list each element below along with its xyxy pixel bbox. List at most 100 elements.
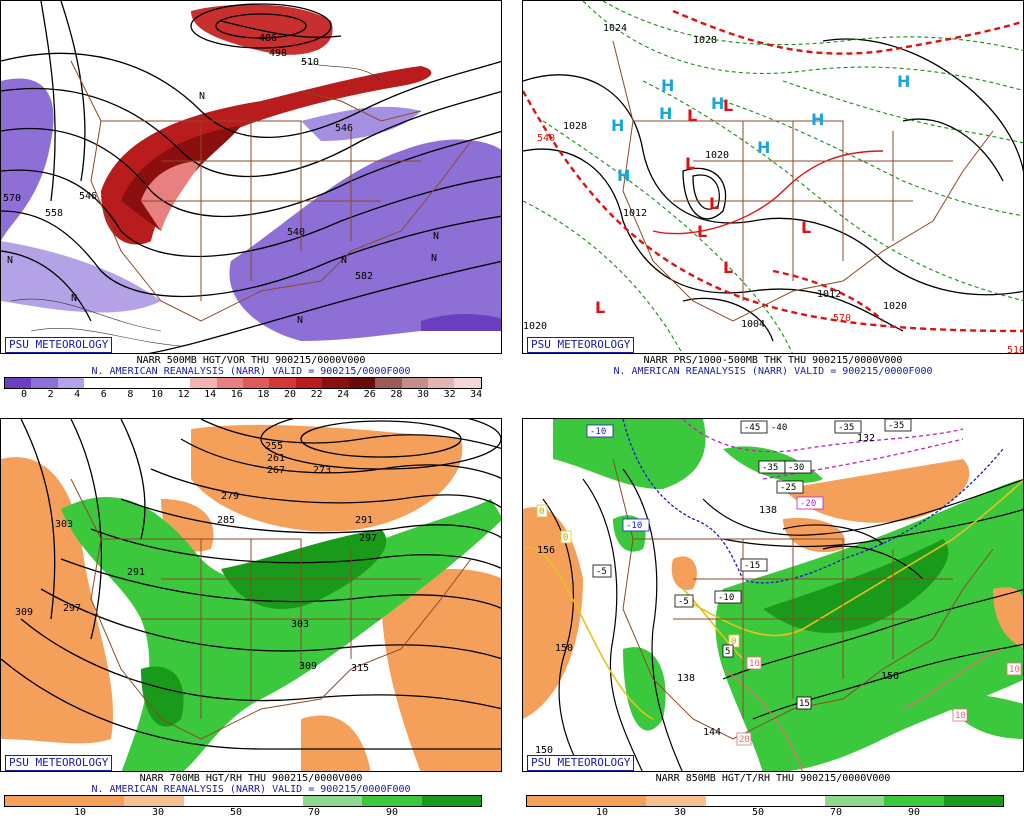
colorbar-swatch xyxy=(375,378,402,388)
colorbar-swatch xyxy=(163,378,191,388)
colorbar-tick-label: 50 xyxy=(751,807,765,818)
high-pressure-marker: H xyxy=(757,138,770,157)
temp-label: -35 xyxy=(888,421,904,431)
temp-label: -30 xyxy=(788,463,804,473)
colorbar-tick-label: 24 xyxy=(337,389,350,400)
map-700mb[interactable]: 255 261 267 273 279 285 291 297 303 309 … xyxy=(0,418,502,772)
low-pressure-marker: L xyxy=(697,222,707,241)
colorbar-tick-label: 0 xyxy=(20,389,28,400)
colorbar-tick-label: 10 xyxy=(150,389,164,400)
colorbar-swatch xyxy=(124,796,184,806)
colorbar-swatch xyxy=(5,796,65,806)
isobar-label: 1028 xyxy=(563,121,587,132)
contour-label: 261 xyxy=(267,453,285,464)
colorbar-swatch xyxy=(190,378,217,388)
map-pressure[interactable]: 1028 1020 1012 1004 1020 1012 1024 1028 … xyxy=(522,0,1024,354)
contour-label: 309 xyxy=(299,661,317,672)
colorbar-tick-label: 6 xyxy=(100,389,107,400)
panel-caption-title: NARR 500MB HGT/VOR THU 900215/0000V000 xyxy=(136,355,366,366)
thickness-label: 540 xyxy=(537,133,555,144)
contour-label: 498 xyxy=(269,48,287,59)
psu-meteorology-badge: PSU METEOROLOGY xyxy=(527,755,635,771)
vorticity-n-label: N xyxy=(341,255,347,266)
colorbar-swatch xyxy=(362,796,422,806)
isobar-label: 1020 xyxy=(883,301,907,312)
temp-label: 0 xyxy=(731,637,736,647)
colorbar-swatch xyxy=(64,796,124,806)
contour-label: 546 xyxy=(79,191,97,202)
map-500mb-labels: 486 498 510 546 570 558 582 540 546 N N … xyxy=(3,33,439,326)
temp-label: -20 xyxy=(800,499,816,509)
colorbar-tick-label: 32 xyxy=(443,389,456,400)
temp-label: -10 xyxy=(718,593,734,603)
contour-label: 303 xyxy=(291,619,309,630)
isobar-label: 1012 xyxy=(817,289,841,300)
colorbar-swatch xyxy=(824,796,884,806)
map-pressure-labels: 1028 1020 1012 1004 1020 1012 1024 1028 … xyxy=(523,23,1023,353)
temp-label: 15 xyxy=(799,699,810,709)
colorbar xyxy=(4,795,482,807)
colorbar-tick-label: 50 xyxy=(229,807,243,818)
isobar-label: 1020 xyxy=(705,150,729,161)
colorbar-tick-label: 12 xyxy=(177,389,190,400)
height-label: 138 xyxy=(677,673,695,684)
colorbar-tick-label: 2 xyxy=(47,389,54,400)
temp-label: -10 xyxy=(590,427,606,437)
colorbar-swatch xyxy=(765,796,825,806)
vorticity-n-label: N xyxy=(297,315,303,326)
contour-label: 309 xyxy=(15,607,33,618)
low-pressure-marker: L xyxy=(685,154,695,173)
panel-700mb-rh: 255 261 267 273 279 285 291 297 303 309 … xyxy=(0,418,502,820)
height-label: 150 xyxy=(535,745,553,756)
contour-label: 279 xyxy=(221,491,239,502)
psu-meteorology-badge: PSU METEOROLOGY xyxy=(5,755,113,771)
contour-label: 255 xyxy=(265,441,283,452)
colorbar-swatch xyxy=(884,796,944,806)
colorbar-tick-label: 22 xyxy=(310,389,323,400)
colorbar-swatch xyxy=(322,378,349,388)
colorbar-swatch xyxy=(646,796,706,806)
panel-caption-title: NARR 700MB HGT/RH THU 900215/0000V000 xyxy=(139,773,363,784)
colorbar-tick-label: 26 xyxy=(363,389,376,400)
high-pressure-marker: H xyxy=(661,76,674,95)
contour-label: 546 xyxy=(335,123,353,134)
colorbar-swatch xyxy=(5,378,32,388)
vorticity-n-label: N xyxy=(433,231,439,242)
map-500mb-svg xyxy=(1,1,501,353)
colorbar-swatch xyxy=(57,378,85,388)
map-850mb[interactable]: -10 -10 -15 -5 -5 -10 -45 -40 -35 -35 xyxy=(522,418,1024,772)
colorbar-swatch xyxy=(302,796,362,806)
map-700mb-svg xyxy=(1,419,501,771)
colorbar-tick-label: 28 xyxy=(390,389,403,400)
contour-label: 297 xyxy=(63,603,81,614)
contour-label: 291 xyxy=(127,567,145,578)
temp-label: -15 xyxy=(744,561,760,571)
colorbar xyxy=(4,377,482,389)
high-pressure-marker: H xyxy=(611,116,624,135)
contour-label: 285 xyxy=(217,515,235,526)
temp-label: 10 xyxy=(749,659,760,669)
low-pressure-marker: L xyxy=(709,194,719,213)
colorbar-swatch xyxy=(943,796,1003,806)
map-500mb[interactable]: 486 498 510 546 570 558 582 540 546 N N … xyxy=(0,0,502,354)
temp-label: 10 xyxy=(955,711,966,721)
thickness-label: 570 xyxy=(833,313,851,324)
contour-label: 297 xyxy=(359,533,377,544)
psu-meteorology-badge: PSU METEOROLOGY xyxy=(527,337,635,353)
height-label: 138 xyxy=(759,505,777,516)
contour-label: 510 xyxy=(301,57,319,68)
vorticity-n-label: N xyxy=(199,91,205,102)
colorbar-swatch xyxy=(705,796,765,806)
temp-label: -5 xyxy=(596,567,607,577)
height-label: 150 xyxy=(555,643,573,654)
contour-label: 291 xyxy=(355,515,373,526)
temp-label: -25 xyxy=(780,483,796,493)
contour-label: 570 xyxy=(3,193,21,204)
colorbar-tick-label: 30 xyxy=(151,807,165,818)
temp-label: -35 xyxy=(762,463,778,473)
isobar-label: 1020 xyxy=(523,321,547,332)
contour-label: 558 xyxy=(45,208,63,219)
colorbar-tick-label: 70 xyxy=(307,807,321,818)
colorbar-swatch xyxy=(137,378,164,388)
colorbar-swatch xyxy=(110,378,138,388)
